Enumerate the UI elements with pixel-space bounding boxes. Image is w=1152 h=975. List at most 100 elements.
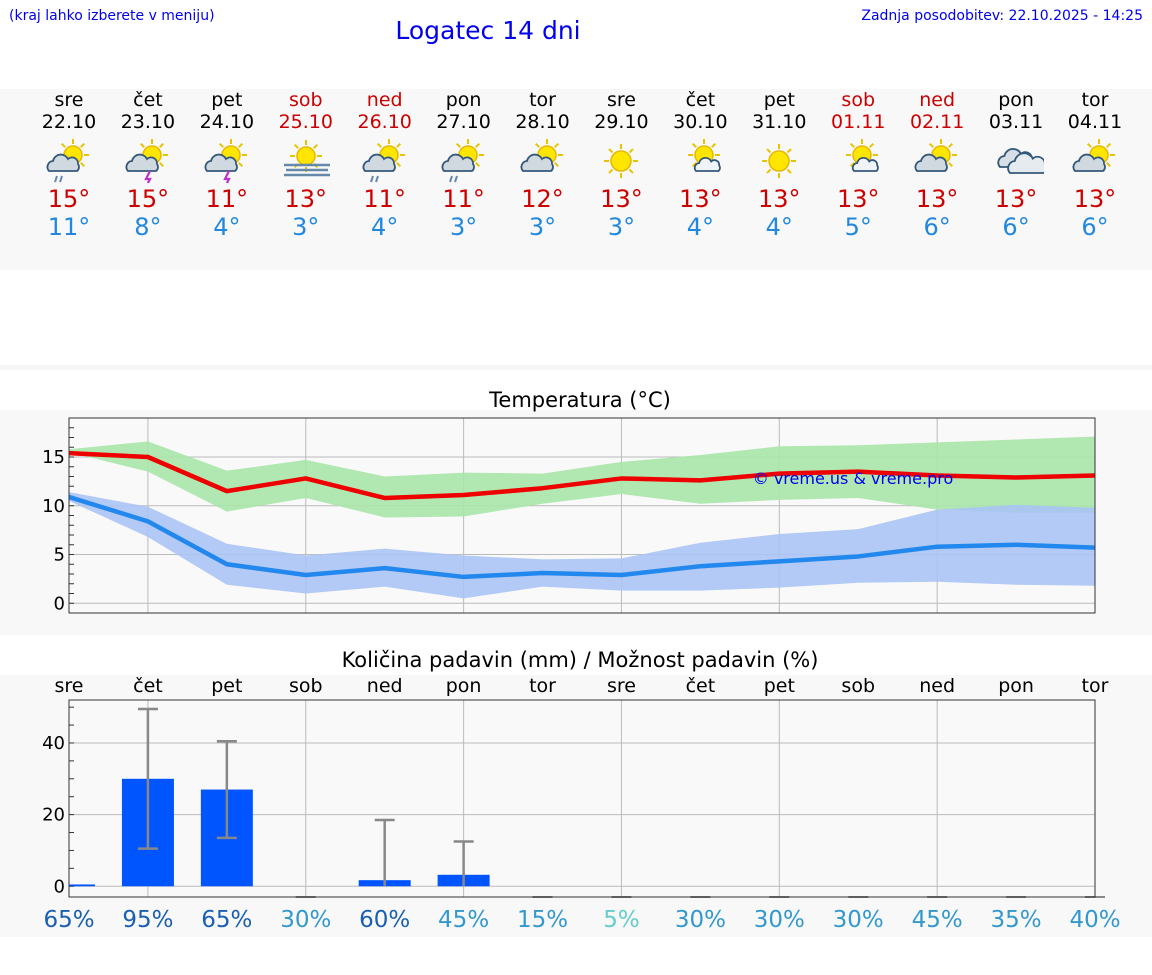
day-name: tor	[529, 89, 556, 111]
min-temp: 4°	[765, 213, 793, 241]
sun-cloud-icon	[1072, 139, 1115, 172]
x-tick-label: tor	[529, 675, 556, 697]
temp-chart-title: Temperatura (°C)	[489, 388, 671, 412]
x-tick-label: tor	[1082, 675, 1109, 697]
sun-cloud-thunder-icon	[204, 139, 247, 183]
forecast-day: tor 04.11 13° 6°	[1056, 89, 1134, 241]
max-temp: 13°	[284, 185, 328, 213]
day-date: 26.10	[357, 111, 412, 133]
sun-small-cloud-icon	[688, 139, 722, 172]
precip-probability: 65%	[201, 907, 252, 933]
x-tick-label: pet	[764, 675, 795, 697]
forecast-day: tor 28.10 12° 3°	[504, 89, 582, 241]
min-temp: 8°	[134, 213, 162, 241]
min-temp: 5°	[844, 213, 872, 241]
day-date: 23.10	[120, 111, 176, 133]
cloudy-icon	[997, 148, 1045, 174]
day-name: sre	[606, 89, 636, 111]
day-date: 03.11	[988, 111, 1044, 133]
forecast-day: pon 27.10 11° 3°	[425, 89, 503, 241]
forecast-day: sre 22.10 15° 11°	[30, 89, 108, 241]
y-tick-label: 40	[42, 733, 65, 754]
min-temp: 6°	[923, 213, 951, 241]
precip-probability: 45%	[438, 907, 489, 933]
x-tick-label: sob	[289, 675, 323, 697]
max-temp: 13°	[994, 185, 1038, 213]
day-name: pon	[998, 89, 1034, 111]
precip-probability: 5%	[603, 907, 640, 933]
precip-probability: 30%	[675, 907, 726, 933]
precip-bar	[69, 884, 95, 887]
day-name: čet	[133, 89, 163, 111]
day-date: 28.10	[515, 111, 570, 133]
y-tick-label: 0	[54, 876, 65, 897]
max-temp: 11°	[205, 185, 249, 213]
min-temp: 3°	[528, 213, 557, 241]
min-temp-line	[68, 494, 1096, 580]
forecast-day: ned 26.10 11° 4°	[346, 89, 424, 241]
max-temp: 11°	[363, 185, 406, 213]
precip-probability: 30%	[833, 907, 884, 933]
max-temp: 15°	[47, 185, 91, 213]
sun-fog-icon	[283, 140, 330, 177]
sun-cloud-rain-icon	[362, 139, 405, 183]
day-date: 22.10	[41, 111, 97, 133]
x-tick-label: ned	[919, 675, 955, 697]
x-tick-label: ned	[367, 675, 403, 697]
precip-probability: 95%	[122, 907, 173, 933]
day-name: pon	[445, 89, 482, 111]
day-date: 27.10	[436, 111, 491, 133]
max-temp: 13°	[915, 185, 959, 213]
y-tick-label: 15	[42, 447, 65, 468]
sun-cloud-thunder-icon	[125, 139, 168, 183]
sun-icon	[604, 144, 639, 178]
precip-probability: 35%	[991, 907, 1042, 933]
day-date: 24.10	[199, 111, 255, 133]
day-name: ned	[919, 89, 956, 111]
forecast-day: čet 23.10 15° 8°	[109, 89, 187, 241]
x-tick-label: čet	[133, 675, 163, 697]
sun-icon	[762, 144, 797, 178]
max-temp-band	[69, 436, 1095, 518]
precip-probability: 65%	[43, 907, 94, 933]
precip-chart-title: Količina padavin (mm) / Možnost padavin …	[341, 648, 819, 672]
y-tick-label: 0	[54, 593, 65, 614]
min-temp: 4°	[213, 213, 241, 241]
min-temp: 6°	[1002, 213, 1030, 241]
forecast-strip-bg	[0, 89, 1152, 270]
day-date: 29.10	[594, 111, 649, 133]
forecast-day: sob 01.11 13° 5°	[819, 89, 897, 241]
x-tick-label: pon	[446, 675, 482, 697]
day-date: 31.10	[752, 111, 807, 133]
min-temp: 3°	[607, 213, 636, 241]
sun-cloud-rain-icon	[441, 139, 484, 183]
page-title: Logatec 14 dni	[395, 16, 581, 45]
day-name: tor	[1081, 89, 1109, 111]
precip-probability: 15%	[517, 907, 568, 933]
forecast-day: ned 02.11 13° 6°	[898, 89, 976, 241]
x-tick-label: sob	[841, 675, 875, 697]
min-temp: 4°	[371, 213, 399, 241]
max-temp-line	[68, 450, 1096, 501]
y-tick-label: 10	[42, 496, 65, 517]
day-name: sob	[841, 89, 876, 111]
day-name: ned	[366, 89, 403, 111]
day-name: pet	[763, 89, 795, 111]
day-name: sob	[288, 89, 323, 111]
x-tick-label: pet	[211, 675, 242, 697]
min-temp: 6°	[1081, 213, 1109, 241]
max-temp: 13°	[758, 185, 801, 213]
y-tick-label: 5	[54, 545, 65, 566]
x-tick-label: sre	[607, 675, 636, 697]
max-temp: 12°	[521, 185, 564, 213]
y-tick-label: 20	[42, 805, 65, 826]
max-temp: 13°	[1073, 185, 1117, 213]
plot-frame	[68, 699, 1096, 898]
x-tick-label: čet	[686, 675, 716, 697]
min-temp: 11°	[47, 213, 91, 241]
precip-probability: 40%	[1069, 907, 1120, 933]
divider	[0, 365, 1152, 370]
max-temp: 13°	[679, 185, 722, 213]
max-temp: 13°	[600, 185, 643, 213]
max-temp: 15°	[126, 185, 170, 213]
